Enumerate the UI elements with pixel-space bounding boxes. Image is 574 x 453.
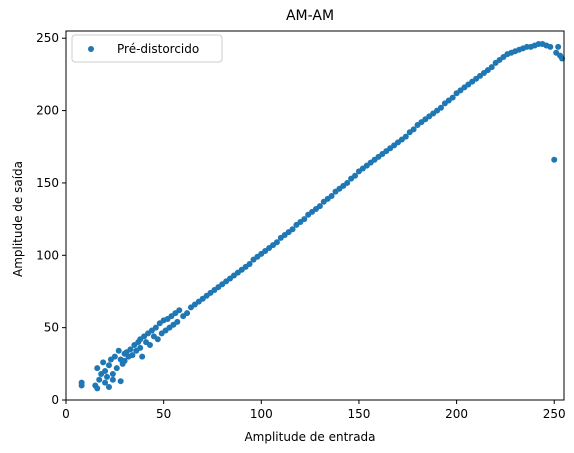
x-tick-label: 150: [347, 407, 370, 421]
x-tick-label: 0: [62, 407, 70, 421]
x-tick-label: 50: [156, 407, 171, 421]
data-point: [102, 379, 109, 386]
data-point: [105, 383, 112, 390]
data-point: [152, 324, 159, 331]
legend-marker: [88, 46, 94, 52]
data-point: [273, 239, 280, 246]
x-tick-label: 200: [445, 407, 468, 421]
data-point: [139, 353, 146, 360]
data-point: [344, 179, 351, 186]
data-point: [78, 379, 85, 386]
data-point: [488, 64, 495, 71]
data-point: [176, 307, 183, 314]
data-points: [78, 41, 566, 392]
data-point: [115, 347, 122, 354]
data-point: [410, 126, 417, 133]
data-point: [102, 368, 109, 375]
chart-title: AM-AM: [286, 8, 334, 24]
y-tick-label: 250: [36, 31, 59, 45]
data-point: [547, 43, 554, 50]
data-point: [551, 156, 558, 163]
data-point: [121, 357, 128, 364]
data-point: [328, 192, 335, 199]
data-point: [137, 344, 144, 351]
data-point: [449, 94, 456, 101]
x-tick-label: 250: [543, 407, 566, 421]
legend: Pré-distorcido: [71, 34, 223, 63]
data-point: [109, 370, 116, 377]
y-axis-label: Amplitude de saída: [11, 161, 25, 277]
data-point: [289, 226, 296, 233]
y-tick-label: 100: [36, 248, 59, 262]
plot-frame: [65, 30, 565, 401]
legend-box: [71, 34, 223, 63]
y-axis-ticks: 0 50 100 150 200 250: [36, 31, 66, 407]
data-point: [96, 376, 103, 383]
data-point: [174, 318, 181, 325]
y-tick-label: 200: [36, 104, 59, 118]
data-point: [316, 203, 323, 210]
data-point: [94, 385, 101, 392]
data-point: [113, 365, 120, 372]
data-point: [146, 342, 153, 349]
data-point: [555, 43, 562, 50]
data-point: [109, 376, 116, 383]
data-point: [246, 260, 253, 267]
x-axis-label: Amplitude de entrada: [244, 430, 375, 444]
data-point: [352, 172, 359, 179]
data-point: [301, 216, 308, 223]
data-point: [127, 346, 134, 353]
data-point: [437, 104, 444, 111]
y-tick-label: 0: [51, 393, 59, 407]
data-point: [117, 378, 124, 385]
legend-label: Pré-distorcido: [117, 42, 199, 56]
data-point: [100, 359, 107, 366]
data-point: [104, 373, 111, 380]
y-tick-label: 50: [44, 321, 59, 335]
y-tick-label: 150: [36, 176, 59, 190]
data-point: [111, 353, 118, 360]
x-axis-ticks: 0 50 100 150 200 250: [62, 400, 566, 421]
data-point: [402, 133, 409, 140]
data-point: [94, 365, 101, 372]
x-tick-label: 100: [250, 407, 273, 421]
data-point: [154, 336, 161, 343]
data-point: [129, 352, 136, 359]
data-point: [184, 310, 191, 317]
data-point: [105, 362, 112, 369]
